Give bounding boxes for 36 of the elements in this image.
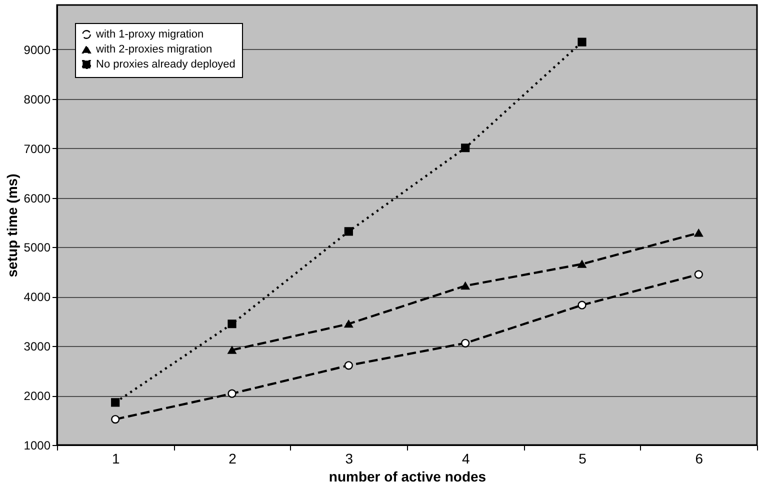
point [228, 389, 236, 398]
y-tick-label: 8000 [24, 92, 51, 106]
point [344, 227, 353, 236]
point [344, 320, 353, 328]
y-tick-label: 4000 [24, 290, 51, 304]
x-tick-label: 5 [578, 450, 587, 466]
x-tick-label: 3 [345, 450, 354, 466]
x-tick-label: 4 [462, 450, 470, 466]
x-tick-label: 2 [228, 450, 237, 466]
y-tick-label: 3000 [24, 340, 51, 354]
y-tick-label: 9000 [24, 42, 51, 57]
x-tick-label: 6 [695, 450, 704, 466]
y-tick-label: 6000 [24, 191, 51, 206]
x-tick-label: 1 [112, 450, 120, 466]
point [344, 361, 353, 370]
point [111, 398, 120, 407]
point [461, 144, 470, 152]
legend-label: with 1-proxy migration [95, 28, 204, 40]
point [461, 282, 470, 290]
point [578, 38, 586, 46]
point [578, 260, 586, 268]
point [111, 414, 120, 424]
y-tick-label: 5000 [24, 240, 51, 255]
legend-label: No proxies already deployed [96, 58, 236, 70]
point [228, 320, 236, 328]
point [228, 346, 236, 354]
y-axis-title: setup time (ms) [4, 174, 20, 278]
point [578, 300, 586, 310]
y-tick-label: 2000 [24, 389, 51, 404]
y-tick-label: 1000 [24, 438, 51, 452]
legend-label: with 2-proxies migration [95, 44, 212, 56]
x-axis-title: number of active nodes [328, 468, 486, 484]
y-tick-label: 7000 [24, 142, 51, 156]
point [694, 270, 703, 279]
point [694, 229, 703, 237]
point [461, 338, 470, 348]
